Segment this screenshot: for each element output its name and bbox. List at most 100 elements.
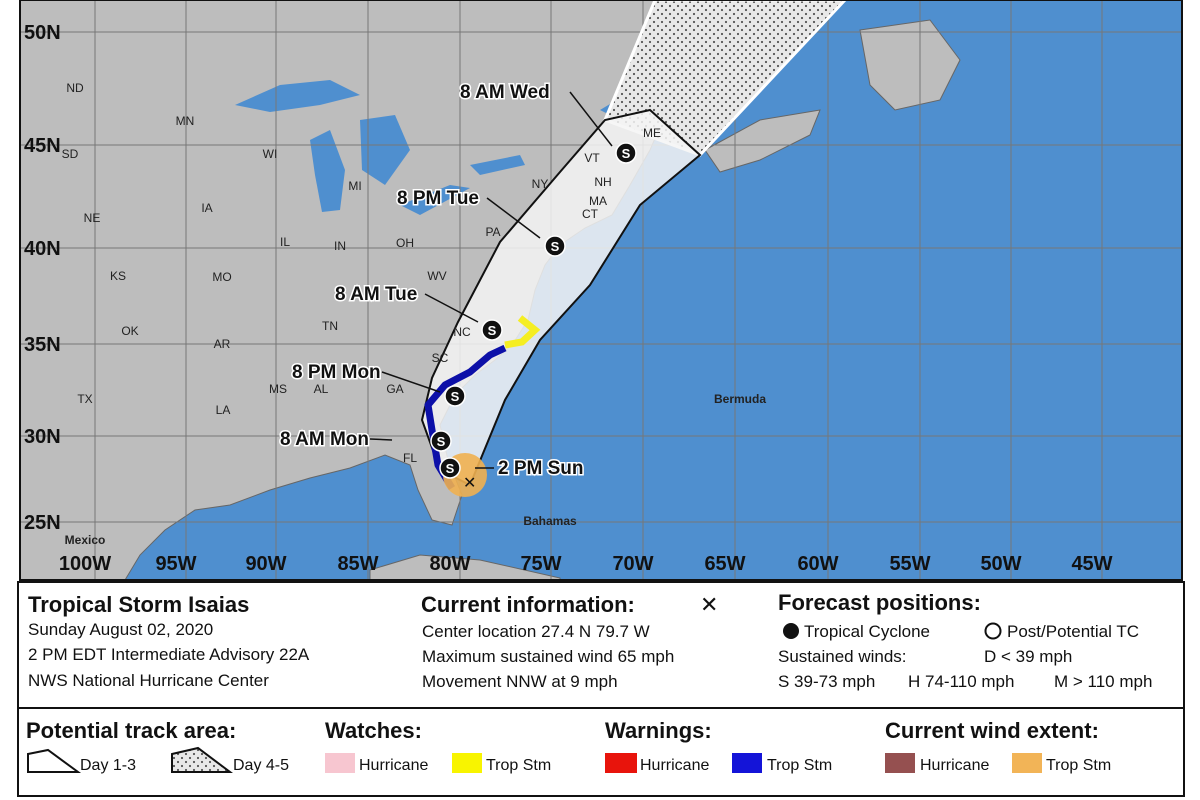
longitude-label: 80W (429, 553, 470, 575)
state-label: MS (269, 382, 287, 396)
forecast-label: 8 PM Tue (397, 188, 479, 209)
state-label: MA (589, 194, 607, 208)
day-1-3-swatch (27, 748, 82, 773)
legend-item: Hurricane (920, 757, 989, 774)
lake-huron (360, 115, 410, 185)
state-label: OK (121, 324, 138, 338)
storm-line: NWS National Hurricane Center (28, 671, 269, 690)
state-label: KS (110, 269, 126, 283)
state-label: GA (386, 382, 403, 396)
lake-erie-ontario (400, 155, 525, 215)
legend-item: Day 4-5 (233, 757, 289, 774)
hurricane-wind-swatch (885, 753, 915, 773)
longitude-label: 100W (59, 553, 111, 575)
storm-symbol: S (622, 146, 631, 161)
state-label: TX (77, 392, 92, 406)
legend-title: Current wind extent: (885, 718, 1099, 743)
state-label: AL (314, 382, 329, 396)
state-label: LA (216, 403, 231, 417)
region-label: Bahamas (523, 514, 577, 528)
state-label: VT (584, 151, 600, 165)
ts-warning-swatch (732, 753, 762, 773)
depression-label: D < 39 mph (984, 647, 1072, 666)
state-label: OH (396, 236, 414, 250)
latitude-label: 50N (24, 22, 61, 44)
state-label: MN (176, 114, 195, 128)
legend-title: Potential track area: (26, 718, 236, 743)
land-newfoundland (859, 19, 961, 111)
state-label: IL (280, 235, 290, 249)
leader-line (569, 91, 613, 147)
current-line: Center location 27.4 N 79.7 W (422, 622, 650, 641)
latitude-label: 30N (24, 426, 61, 448)
current-line: Maximum sustained wind 65 mph (422, 647, 674, 666)
current-symbol: ✕ (700, 592, 718, 617)
state-label: ME (643, 126, 661, 140)
legend-item: Hurricane (640, 757, 709, 774)
info-panel: Tropical Storm Isaias Sunday August 02, 2… (17, 581, 1185, 797)
legend-title: Warnings: (605, 718, 712, 743)
state-label: TN (322, 319, 338, 333)
lake-michigan (310, 130, 345, 212)
state-label: PA (485, 225, 500, 239)
lake-superior (235, 80, 360, 112)
tropical-storm-watch (504, 315, 541, 349)
forecast-label: 8 AM Mon (280, 429, 369, 450)
latitude-label: 45N (24, 135, 61, 157)
storm-line: 2 PM EDT Intermediate Advisory 22A (28, 645, 310, 664)
storm-symbol: S (446, 461, 455, 476)
legend-item: Day 1-3 (80, 757, 136, 774)
longitude-label: 85W (337, 553, 378, 575)
longitude-label: 95W (155, 553, 196, 575)
forecast-point (615, 142, 637, 164)
legend-item: Trop Stm (1046, 757, 1111, 774)
region-label: Mexico (65, 533, 106, 547)
forecast-point (544, 235, 566, 257)
latitude-label: 40N (24, 238, 61, 260)
state-label: FL (403, 451, 417, 465)
storm-symbol: S (488, 323, 497, 338)
state-label: NY (532, 177, 549, 191)
forecast-point (481, 319, 503, 341)
region-label: Bermuda (714, 392, 766, 406)
forecast-point (439, 457, 461, 479)
longitude-label: 60W (797, 553, 838, 575)
ts-watch-swatch (452, 753, 482, 773)
state-label: SC (432, 351, 449, 365)
state-label: MI (348, 179, 361, 193)
tc-label: Tropical Cyclone (804, 622, 930, 641)
storm-symbol: S (451, 389, 460, 404)
legend-item: Trop Stm (767, 757, 832, 774)
state-label: AR (214, 337, 231, 351)
ts-wind-swatch (1012, 753, 1042, 773)
forecast-point (444, 385, 466, 407)
current-position: ✕ (463, 475, 476, 492)
post-tc-symbol (984, 622, 1002, 640)
state-label: NH (594, 175, 611, 189)
longitude-label: 45W (1071, 553, 1112, 575)
post-tc-label: Post/Potential TC (1007, 622, 1139, 641)
forecast-label: 8 AM Tue (335, 284, 417, 305)
leader-line (381, 371, 441, 393)
longitude-label: 55W (889, 553, 930, 575)
longitude-label: 70W (612, 553, 653, 575)
legend-item: Trop Stm (486, 757, 551, 774)
state-label: ND (66, 81, 84, 95)
legend-title: Watches: (325, 718, 422, 743)
storm-line: Sunday August 02, 2020 (28, 620, 213, 639)
hurricane-watch-swatch (325, 753, 355, 773)
day-4-5-swatch (171, 746, 233, 773)
storm-symbol: S (551, 239, 560, 254)
forecast-label: 8 AM Wed (460, 82, 550, 103)
state-label: NC (453, 325, 471, 339)
map-frame (19, 0, 1183, 581)
tc-symbol (783, 623, 799, 639)
longitude-label: 75W (520, 553, 561, 575)
forecast-title: Forecast positions: (778, 590, 981, 615)
state-label: IA (201, 201, 212, 215)
state-label: IN (334, 239, 346, 253)
cone-day-1-3 (420, 108, 702, 487)
forecast-label: 2 PM Sun (498, 458, 584, 479)
